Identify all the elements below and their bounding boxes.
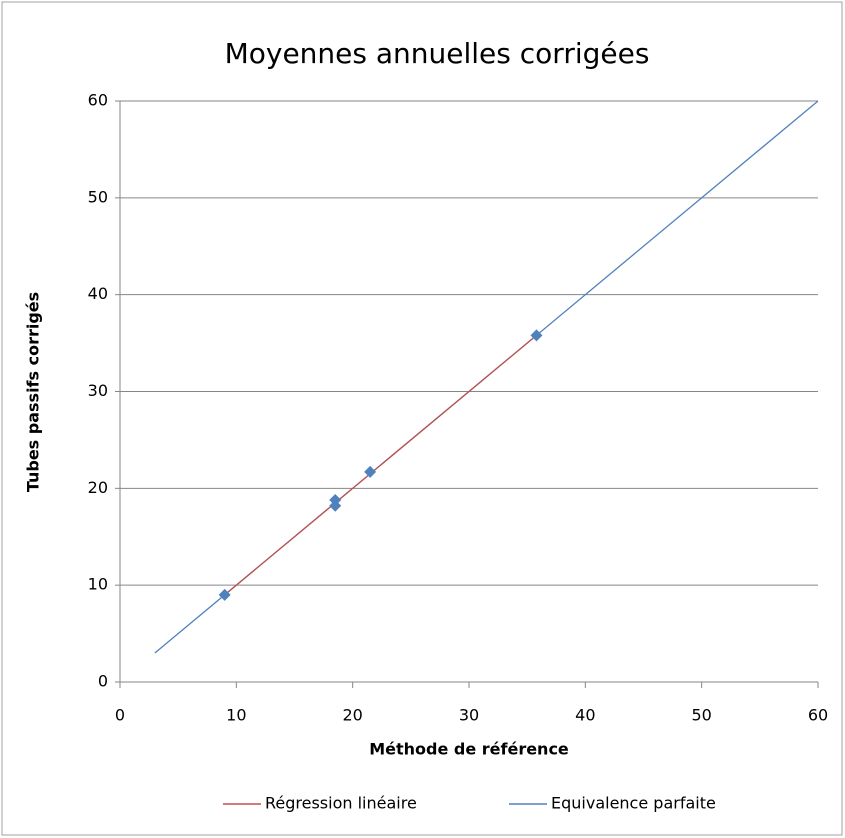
y-tick-label: 40 <box>88 284 108 303</box>
x-tick-label: 10 <box>226 706 246 725</box>
y-tick-label: 20 <box>88 478 108 497</box>
y-tick-label: 0 <box>98 672 108 691</box>
chart-title: Moyennes annuelles corrigées <box>225 37 650 70</box>
x-tick-label: 0 <box>115 706 125 725</box>
x-tick-label: 40 <box>575 706 595 725</box>
x-tick-label: 30 <box>459 706 479 725</box>
x-axis-label: Méthode de référence <box>369 740 569 759</box>
data-point <box>329 499 342 512</box>
y-axis-label: Tubes passifs corrigés <box>24 292 43 492</box>
data-point <box>218 588 231 601</box>
x-tick-label: 60 <box>808 706 828 725</box>
legend-label: Equivalence parfaite <box>551 794 716 813</box>
y-tick-label: 60 <box>88 91 108 110</box>
x-tick-label: 20 <box>342 706 362 725</box>
data-point <box>530 329 543 342</box>
y-tick-label: 30 <box>88 381 108 400</box>
legend-label: Régression linéaire <box>265 794 417 813</box>
x-tick-label: 50 <box>691 706 711 725</box>
data-point <box>364 465 377 478</box>
y-tick-label: 10 <box>88 575 108 594</box>
y-tick-label: 50 <box>88 187 108 206</box>
series-line <box>224 334 537 596</box>
